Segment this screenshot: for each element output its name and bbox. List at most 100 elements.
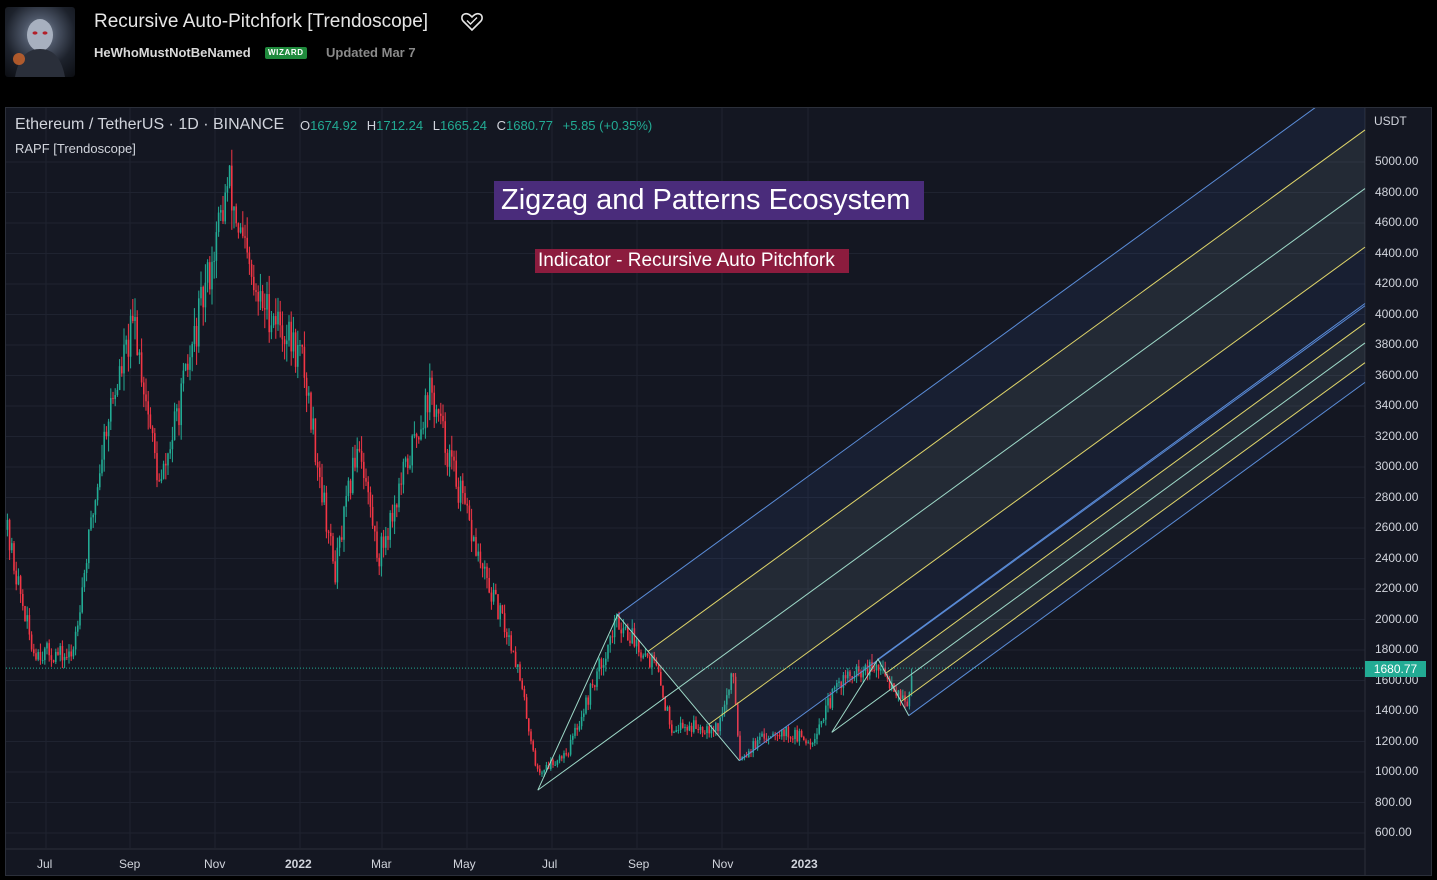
candle-body [246,237,248,253]
price-tick-label: 4000.00 [1375,306,1419,321]
candle-body [8,519,11,551]
candle-body [556,760,559,765]
candle-body [906,701,908,707]
candle-body [464,493,466,504]
candle-body [455,460,457,487]
time-tick-label: May [453,857,476,871]
high-value: 1712.24 [376,118,424,133]
candle-body [129,315,132,357]
price-tick-label: 3200.00 [1375,428,1419,443]
candle-body [433,392,435,417]
candle-body [220,210,222,213]
candle-body [231,165,233,211]
candle-body [682,722,684,728]
candle-body [94,500,97,515]
candle-body [565,753,567,755]
candle-body [635,640,638,647]
candle-body [554,764,556,766]
candle-body [266,294,268,310]
candle-body [563,753,565,759]
candle-body [877,664,880,671]
candle-body [33,649,35,654]
author-name[interactable]: HeWhoMustNotBeNamed [94,45,251,60]
candle-body [481,563,484,569]
candle-body [508,635,510,638]
candle-body [173,411,176,440]
candle-body [103,431,105,460]
candle-body [308,392,310,396]
candle-body [305,377,308,396]
candle-body [11,543,13,551]
candle-body [519,664,521,681]
candle-body [800,730,803,737]
candle-body [398,483,400,508]
candle-body [567,754,570,756]
candle-body [272,316,275,326]
candle-body [415,434,418,438]
candle-body [371,506,374,526]
candle-body [596,671,598,687]
candle-body [165,463,167,466]
candle-body [283,339,286,345]
price-tick-label: 3800.00 [1375,337,1419,351]
candle-body [336,547,339,583]
candle-body [420,429,422,440]
candle-body [255,290,257,292]
candle-body [39,652,42,661]
candle-body [118,366,121,390]
candle-body [778,735,781,737]
candle-body [453,456,455,461]
symbol-title[interactable]: Ethereum / TetherUS · 1D · BINANCE [15,116,285,133]
candle-body [99,473,101,488]
candle-body [431,377,433,393]
candle-body [627,626,629,641]
candle-body [48,643,50,656]
candle-body [448,450,451,467]
chart-canvas[interactable] [6,108,1431,875]
candle-body [523,688,526,698]
candle-body [413,434,416,436]
author-avatar[interactable] [5,7,75,77]
candle-body [737,704,739,736]
candle-body [171,439,174,450]
candle-body [490,592,493,602]
candle-body [382,536,385,548]
chart-panel[interactable]: Ethereum / TetherUS · 1D · BINANCE O1674… [5,107,1432,876]
candle-body [184,363,187,371]
candle-body [602,665,605,668]
candle-body [655,660,658,666]
candle-body [290,321,292,352]
candle-body [761,733,763,737]
author-badge: WIZARD [265,47,307,59]
candle-body [578,726,581,730]
candle-body [594,685,596,687]
candle-body [90,517,92,530]
candle-body [189,357,191,370]
indicator-title[interactable]: RAPF [Trendoscope] [15,141,136,156]
candle-body [488,577,490,593]
candle-body [444,421,446,453]
candle-body [495,589,497,595]
updated-date: Updated Mar 7 [326,45,416,60]
pitchfork-upper-half-line [647,129,1366,652]
candle-body [466,503,468,506]
candle-body [299,344,301,346]
candle-body [677,729,680,731]
candle-body [697,728,699,731]
pitchfork-lower-half-line [708,246,1366,725]
script-title: Recursive Auto-Pitchfork [Trendoscope] [94,11,429,32]
candle-body [759,736,761,740]
candle-body [638,640,640,653]
candle-body [6,519,9,530]
heart-icon[interactable] [460,11,484,33]
ecosystem-banner: Zigzag and Patterns Ecosystem [494,181,925,220]
candle-body [55,651,57,662]
candle-body [684,726,686,728]
candle-body [792,738,794,740]
candle-body [310,392,312,430]
candle-body [831,689,834,708]
candle-body [316,462,319,468]
candle-body [253,276,255,291]
candle-body [288,321,290,341]
candle-body [321,477,323,503]
